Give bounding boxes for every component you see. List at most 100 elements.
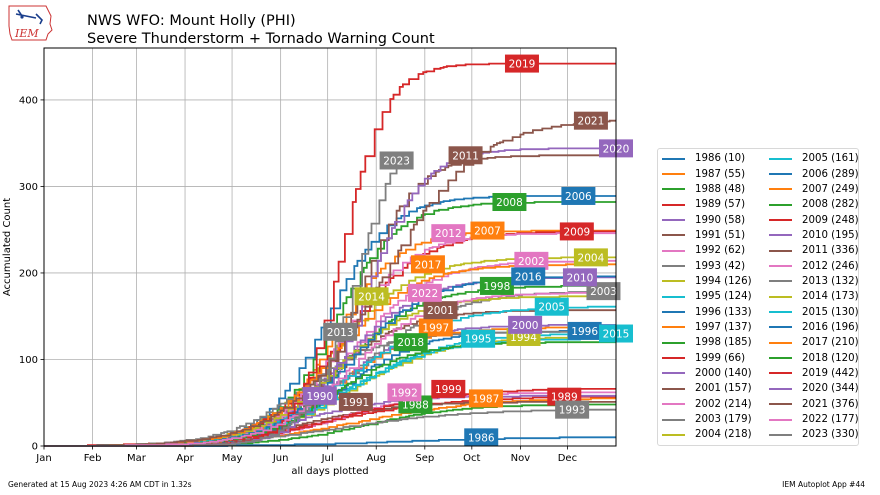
series-label-2000: 2000 (508, 315, 543, 334)
legend-label: 2017 (210) (802, 337, 859, 349)
x-tick-label: Aug (366, 453, 386, 464)
legend-swatch (662, 265, 685, 268)
label-text: 2007 (474, 226, 501, 238)
legend-swatch (769, 188, 792, 191)
legend-item-2018: 2018 (120) (769, 350, 859, 365)
x-tick-label: Jan (35, 453, 51, 464)
legend-swatch (769, 433, 792, 436)
label-text: 2003 (590, 286, 617, 298)
label-text: 2014 (358, 291, 385, 303)
label-text: 1990 (306, 391, 333, 403)
series-label-1990: 1990 (302, 386, 337, 405)
x-axis-label: all days plotted (291, 466, 368, 477)
label-text: 1997 (422, 322, 449, 334)
legend-item-2000: 2000 (140) (662, 366, 752, 381)
legend-label: 1995 (124) (695, 291, 752, 303)
series-label-1998: 1998 (479, 276, 514, 295)
legend-swatch (662, 341, 685, 344)
legend-label: 2007 (249) (802, 183, 859, 195)
label-box (338, 392, 373, 411)
legend-swatch (769, 341, 792, 344)
series-line-1993 (44, 408, 616, 447)
x-tick-label: Oct (463, 453, 480, 464)
label-text: 2001 (427, 305, 454, 317)
legend-label: 2019 (442) (802, 367, 859, 379)
series-line-2022 (44, 292, 616, 447)
label-text: 2005 (538, 302, 565, 314)
legend-label: 1998 (185) (695, 337, 752, 349)
legend-swatch (769, 280, 792, 283)
legend-swatch (662, 433, 685, 436)
series-label-2017: 2017 (410, 255, 445, 274)
label-box (511, 267, 546, 286)
plot-frame (43, 47, 617, 447)
label-box (423, 301, 458, 320)
x-tick-label: Jul (321, 453, 334, 464)
label-text: 2017 (415, 259, 442, 271)
label-box (562, 268, 597, 287)
series-label-2023: 2023 (379, 151, 414, 170)
series-line-1991 (44, 401, 616, 447)
legend-label: 2022 (177) (802, 414, 859, 426)
label-text: 2021 (578, 116, 605, 128)
label-box (508, 315, 543, 334)
legend-swatch (769, 403, 792, 406)
legend-item-1992: 1992 (62) (662, 243, 752, 258)
legend-item-2013: 2013 (132) (769, 274, 859, 289)
y-tick-label: 400 (19, 95, 38, 106)
legend-label: 1993 (42) (695, 260, 746, 272)
legend-item-2006: 2006 (289) (769, 166, 859, 181)
series-label-1992: 1992 (387, 383, 422, 402)
label-text: 2002 (518, 256, 545, 268)
series-label-2012: 2012 (431, 224, 466, 243)
legend-item-1987: 1987 (55) (662, 166, 752, 181)
label-box (504, 54, 539, 73)
label-text: 2018 (397, 337, 424, 349)
legend-label: 1987 (55) (695, 168, 746, 180)
label-text: 2000 (512, 320, 539, 332)
legend-item-2004: 2004 (218) (662, 427, 752, 442)
legend-label: 2012 (246) (802, 260, 859, 272)
label-box (323, 322, 358, 341)
label-box (464, 428, 499, 447)
legend-item-1994: 1994 (126) (662, 274, 752, 289)
legend-label: 1989 (57) (695, 199, 746, 211)
legend-swatch (769, 157, 792, 160)
label-box (555, 400, 590, 419)
series-label-1988: 1988 (398, 395, 433, 414)
series-label-2021: 2021 (573, 111, 608, 130)
label-box (492, 193, 527, 212)
legend-item-2009: 2009 (248) (769, 212, 859, 227)
legend-label: 1996 (133) (695, 306, 752, 318)
legend-label: 2021 (376) (802, 398, 859, 410)
legend: 1986 (10) 1987 (55) 1988 (48) 1989 (57) 1990… (657, 148, 859, 446)
series-labels: 1986198719881989199019911992199319941995… (302, 54, 633, 447)
label-box (479, 276, 514, 295)
app-credit: IEM Autoplot App #44 (782, 480, 865, 489)
legend-item-1990: 1990 (58) (662, 212, 752, 227)
legend-item-2003: 2003 (179) (662, 412, 752, 427)
legend-swatch (662, 249, 685, 252)
legend-label: 2004 (218) (695, 429, 752, 441)
legend-swatch (662, 203, 685, 206)
legend-swatch (769, 203, 792, 206)
legend-swatch (662, 387, 685, 390)
x-tick-label: Nov (511, 453, 531, 464)
legend-swatch (769, 418, 792, 421)
series-label-2005: 2005 (534, 297, 569, 316)
legend-item-2017: 2017 (210) (769, 335, 859, 350)
legend-label: 2011 (336) (802, 245, 859, 257)
series-label-2016: 2016 (511, 267, 546, 286)
y-tick-label: 200 (19, 268, 38, 279)
series-label-1995: 1995 (461, 329, 496, 348)
x-tick-label: Mar (127, 453, 147, 464)
y-tick-label: 0 (32, 442, 38, 453)
legend-swatch (662, 326, 685, 329)
label-box (461, 329, 496, 348)
label-text: 2011 (452, 150, 479, 162)
legend-swatch (769, 265, 792, 268)
legend-item-2007: 2007 (249) (769, 182, 859, 197)
label-box (379, 151, 414, 170)
legend-item-2014: 2014 (173) (769, 289, 859, 304)
